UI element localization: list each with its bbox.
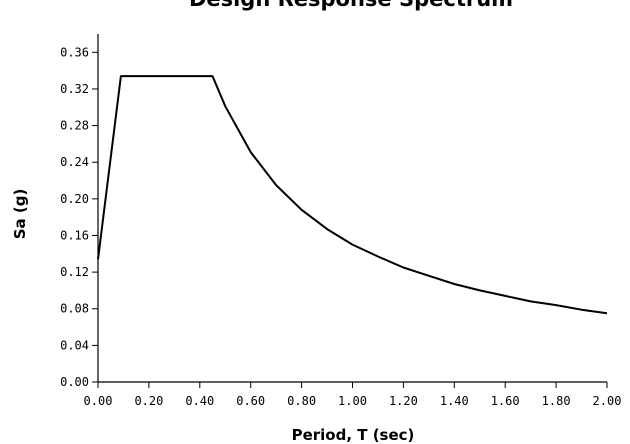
y-tick-label: 0.12 xyxy=(60,265,89,279)
x-tick-label: 1.00 xyxy=(338,394,367,408)
y-tick-label: 0.24 xyxy=(60,155,89,169)
x-tick-label: 2.00 xyxy=(593,394,622,408)
x-tick-label: 0.60 xyxy=(236,394,265,408)
series-group xyxy=(97,75,608,315)
x-tick-label: 1.20 xyxy=(389,394,418,408)
y-tick-label: 0.08 xyxy=(60,302,89,316)
y-tick-label: 0.32 xyxy=(60,82,89,96)
x-tick-label: 0.80 xyxy=(287,394,316,408)
chart-title: Design Response Spectrum xyxy=(189,0,513,11)
x-tick-label: 0.20 xyxy=(134,394,163,408)
x-tick-label: 0.40 xyxy=(185,394,214,408)
x-tick-label: 1.60 xyxy=(491,394,520,408)
y-axis: 0.00 0.04 0.08 0.12 0.16 0.20 0.24 0.28 0.32 0.36 xyxy=(60,34,99,389)
y-tick-label: 0.36 xyxy=(60,45,89,59)
x-tick-label: 1.40 xyxy=(440,394,469,408)
y-tick-label: 0.16 xyxy=(60,228,89,242)
x-axis: 0.00 0.20 0.40 0.60 0.80 1.00 1.20 1.40 1.60 1.80… xyxy=(84,381,622,408)
y-tick-label: 0.28 xyxy=(60,119,89,133)
x-tick-label: 1.80 xyxy=(542,394,571,408)
x-tick-label: 0.00 xyxy=(84,394,113,408)
y-tick-label: 0.00 xyxy=(60,375,89,389)
y-tick-label: 0.04 xyxy=(60,338,89,352)
y-tick-label: 0.20 xyxy=(60,192,89,206)
spectrum-line xyxy=(97,75,608,315)
x-axis-title: Period, T (sec) xyxy=(292,426,415,444)
y-axis-title: Sa (g) xyxy=(11,189,29,240)
